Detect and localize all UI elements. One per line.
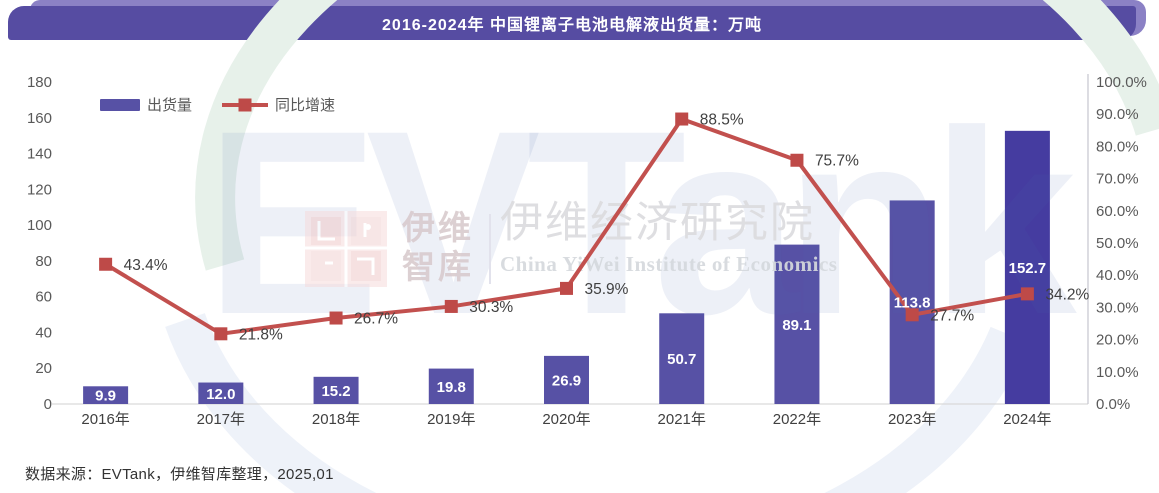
- chart-title: 2016-2024年 中国锂离子电池电解液出货量：万吨: [382, 17, 762, 34]
- chart-legend: 出货量 同比增速: [100, 94, 335, 115]
- left-axis-tick-label: 60: [35, 289, 52, 306]
- blue-swoosh-watermark: [165, 313, 1030, 493]
- right-axis-tick-label: 30.0%: [1096, 299, 1139, 316]
- legend-label-shipments: 出货量: [147, 97, 193, 114]
- left-axis-tick-label: 80: [35, 253, 52, 270]
- green-swoosh-watermark: [195, 0, 1159, 271]
- legend-label-growth: 同比增速: [275, 97, 336, 114]
- bar-2023年: [889, 200, 935, 404]
- data-source-note: 数据来源：EVTank，伊维智库整理，2025,01: [25, 466, 334, 483]
- legend-item-shipments: 出货量: [100, 94, 192, 115]
- bar-2024年: [1004, 130, 1050, 404]
- right-axis-tick-label: 100.0%: [1096, 74, 1147, 91]
- bar-2016年: [83, 386, 129, 404]
- left-axis-tick-label: 180: [27, 74, 52, 91]
- line-swatch-icon: [222, 98, 269, 111]
- x-axis-category-label: 2018年: [312, 411, 360, 428]
- right-axis-tick-label: 60.0%: [1096, 203, 1139, 220]
- bar-2020年: [544, 355, 589, 404]
- right-axis-tick-label: 70.0%: [1096, 171, 1139, 188]
- right-axis-tick-label: 40.0%: [1096, 267, 1139, 284]
- x-axis-category-label: 2022年: [773, 411, 821, 428]
- left-axis-tick-label: 0: [44, 396, 52, 413]
- legend-item-growth: 同比增速: [222, 94, 335, 115]
- x-axis-category-label: 2023年: [888, 411, 936, 428]
- bar-2017年: [198, 382, 244, 404]
- left-axis-tick-label: 140: [27, 146, 52, 163]
- x-axis-category-label: 2021年: [658, 411, 706, 428]
- right-axis-tick-label: 90.0%: [1096, 106, 1139, 123]
- right-axis-tick-label: 0.0%: [1096, 396, 1130, 413]
- left-axis-tick-label: 120: [27, 181, 52, 198]
- left-axis-tick-label: 100: [27, 217, 52, 234]
- bar-2018年: [313, 376, 359, 404]
- bar-swatch-icon: [100, 98, 140, 111]
- right-axis-tick-label: 50.0%: [1096, 235, 1139, 252]
- left-axis-tick-label: 40: [35, 324, 52, 341]
- bar-2019年: [428, 368, 474, 404]
- bar-2021年: [659, 313, 705, 404]
- x-axis-category-label: 2019年: [427, 411, 475, 428]
- left-axis-tick-label: 20: [35, 360, 52, 377]
- bar-2022年: [774, 244, 820, 404]
- left-axis-tick-label: 160: [27, 110, 52, 127]
- right-axis-tick-label: 20.0%: [1096, 332, 1139, 349]
- x-axis-category-label: 2020年: [542, 411, 590, 428]
- right-axis-tick-label: 80.0%: [1096, 138, 1139, 155]
- right-axis-tick-label: 10.0%: [1096, 364, 1139, 381]
- title-banner: 2016-2024年 中国锂离子电池电解液出货量：万吨: [8, 6, 1136, 40]
- x-axis-category-label: 2017年: [197, 411, 245, 428]
- x-axis-category-label: 2024年: [1003, 411, 1051, 428]
- x-axis-category-label: 2016年: [81, 411, 129, 428]
